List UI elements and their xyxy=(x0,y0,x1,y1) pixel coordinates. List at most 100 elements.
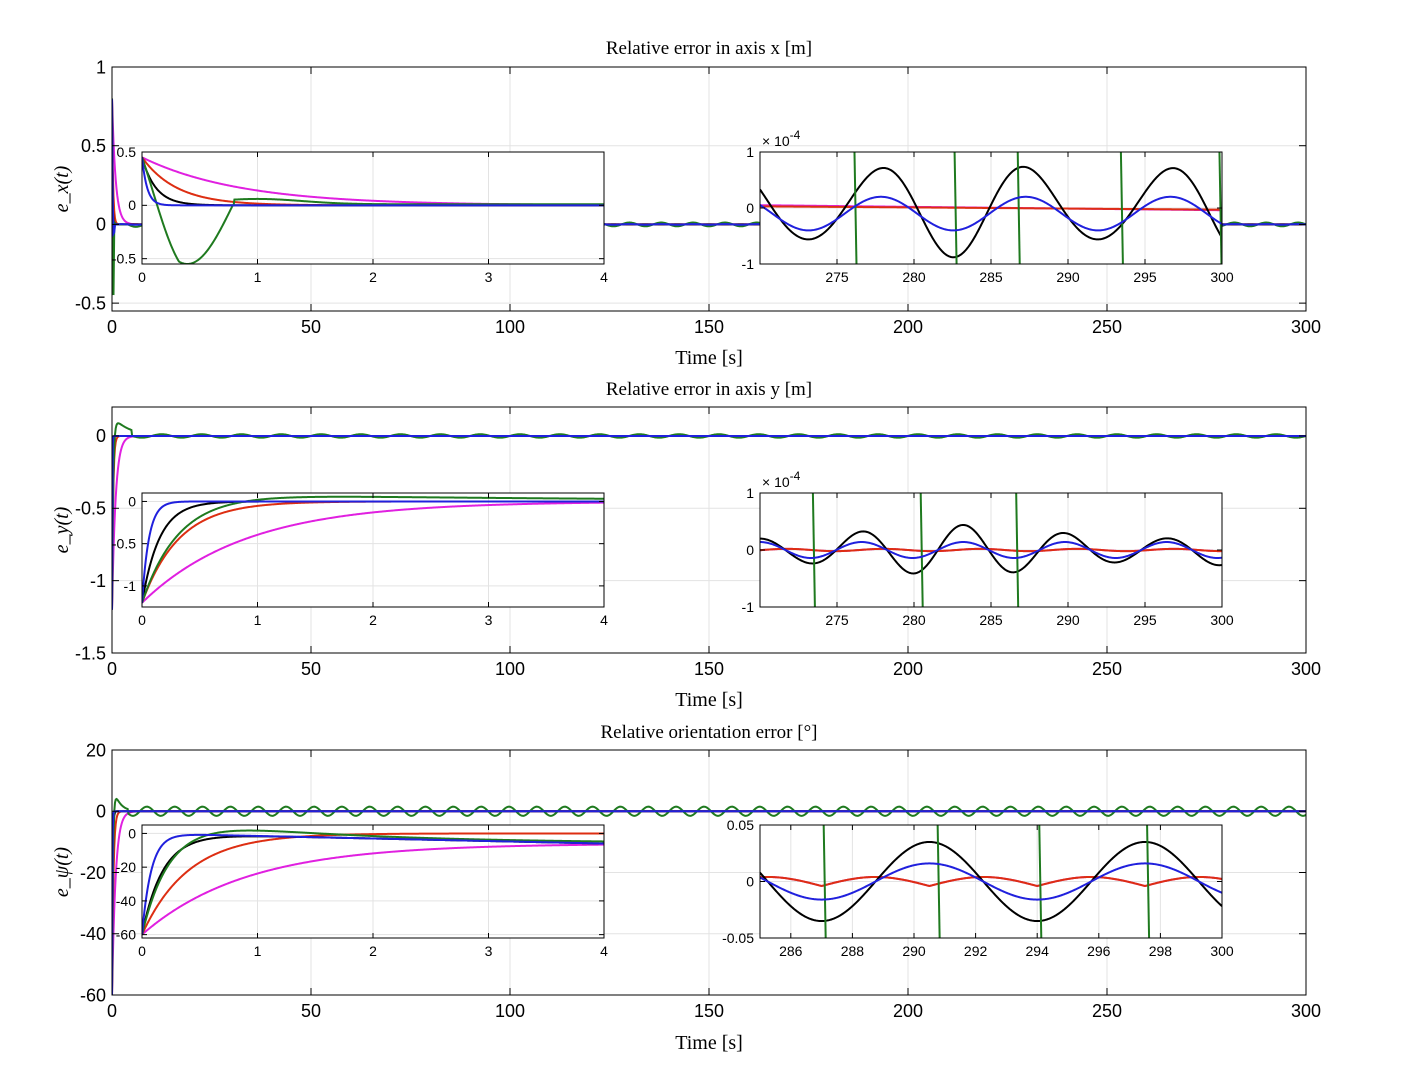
panel1-ytick-label: 1 xyxy=(96,57,106,77)
panel2-xtick-label: 100 xyxy=(495,659,525,679)
panel1-xtick-label: 0 xyxy=(107,317,117,337)
panel2-inset1-series-blue xyxy=(142,500,604,603)
panel2-inset1-ytick-label: 0 xyxy=(128,493,136,509)
scale-exponent: -4 xyxy=(790,128,801,142)
panel2-inset2-xtick-label: 290 xyxy=(1056,612,1080,628)
panel1-inset2-series-green xyxy=(1016,152,1021,264)
panel3-ytick-label: 0 xyxy=(96,802,106,822)
panel3-inset2-xtick-label: 298 xyxy=(1149,943,1173,959)
panel1-inset1-ytick-label: 0.5 xyxy=(117,144,137,160)
panel3-xtick-label: 150 xyxy=(694,1001,724,1021)
panel1-inset2-ytick-label: -1 xyxy=(742,256,755,272)
panel2-inset1-xtick-label: 0 xyxy=(138,612,146,628)
panel1-inset1-xtick-label: 0 xyxy=(138,269,146,285)
panel3-inset2-ytick-label: 0 xyxy=(746,873,754,889)
panel1-xlabel: Time [s] xyxy=(675,347,743,369)
panel1-inset2-ytick-label: 0 xyxy=(746,200,754,216)
panel3-xtick-label: 0 xyxy=(107,1001,117,1021)
panel1-ytick-label: 0 xyxy=(96,215,106,235)
panel1-inset2-series-red xyxy=(760,205,1222,211)
panel3-inset1: 0 1 2 3 4 0 -20 -40 -60 xyxy=(116,824,608,959)
panel1-inset2-xtick-label: 280 xyxy=(902,269,926,285)
panel1-inset2-xtick-label: 285 xyxy=(979,269,1003,285)
panel1-xtick-label: 150 xyxy=(694,317,724,337)
panel3-ylabel: e_ψ(t) xyxy=(51,847,73,898)
panel1-ytick-label: -0.5 xyxy=(75,293,106,313)
panel3-xtick-label: 250 xyxy=(1092,1001,1122,1021)
panel3-inset1-xtick-label: 3 xyxy=(485,943,493,959)
panel3-series-green xyxy=(112,797,1306,995)
panel2-xtick-label: 150 xyxy=(694,659,724,679)
panel3-inset1-series-blue xyxy=(142,833,604,935)
panel1-inset2-series-green xyxy=(953,152,958,264)
panel3-xtick-label: 100 xyxy=(495,1001,525,1021)
panel1-inset2-scale: × 10-4 xyxy=(762,128,801,149)
panel2-inset2-series-green xyxy=(811,493,816,607)
panel3-series-blue xyxy=(112,810,1306,995)
panel3-inset2-ytick-label: 0.05 xyxy=(727,817,754,833)
panel1-inset2-series-green xyxy=(853,152,858,264)
panel2-inset1-xtick-label: 2 xyxy=(369,612,377,628)
panel1-xtick-label: 300 xyxy=(1291,317,1321,337)
panel2-inset2-ytick-label: 1 xyxy=(746,485,754,501)
panel2-inset2: 275 280 285 290 295 300 1 0 -1 xyxy=(742,485,1234,628)
panel2-inset1: 0 1 2 3 4 0 -0.5 -1 xyxy=(112,492,608,628)
panel2-inset1-xtick-label: 3 xyxy=(485,612,493,628)
panel3-inset2-xtick-label: 290 xyxy=(902,943,926,959)
scale-exponent: -4 xyxy=(790,469,801,483)
panel3-inset2-series-green xyxy=(936,825,941,938)
panel3-inset2-xtick-label: 288 xyxy=(841,943,865,959)
panel1-xtick-label: 200 xyxy=(893,317,923,337)
panel2-inset2-xtick-label: 285 xyxy=(979,612,1003,628)
panel3-inset2: 286 288 290 292 294 296 298 300 0.05 0 -0.05 xyxy=(722,817,1234,959)
scale-base: × 10 xyxy=(762,474,790,490)
panel3-inset2-series-green xyxy=(1146,825,1151,938)
panel3-ytick-label: -60 xyxy=(80,985,106,1005)
panel1-xtick-label: 50 xyxy=(301,317,321,337)
panel3-inset2-series-red xyxy=(760,875,1222,888)
panel3-title: Relative orientation error [°] xyxy=(600,722,817,743)
panel3-inset1-xtick-label: 2 xyxy=(369,943,377,959)
panel2-inset1-series-magenta xyxy=(142,501,604,604)
panel2-xtick-label: 300 xyxy=(1291,659,1321,679)
panel2-inset2-series-green xyxy=(919,493,924,607)
panel2-inset2-xtick-label: 300 xyxy=(1210,612,1234,628)
panel2-xtick-label: 0 xyxy=(107,659,117,679)
panel1-inset1-xtick-label: 1 xyxy=(254,269,262,285)
panel2-inset1-xtick-label: 1 xyxy=(254,612,262,628)
panel3-inset2-ytick-label: -0.05 xyxy=(722,930,754,946)
panel3-inset1-xtick-label: 1 xyxy=(254,943,262,959)
panel1-inset1-xtick-label: 4 xyxy=(600,269,608,285)
panel1-inset1-ytick-label: 0 xyxy=(128,197,136,213)
panel1-inset1: 0 1 2 3 40.50-0.5 xyxy=(112,144,608,285)
panel1-inset1-xtick-label: 2 xyxy=(369,269,377,285)
panel2-inset2-series-red xyxy=(760,547,1222,553)
panel2-inset2-series-green xyxy=(1015,493,1020,607)
panel2-inset2-xtick-label: 280 xyxy=(902,612,926,628)
panel2-xtick-label: 50 xyxy=(301,659,321,679)
panel3-inset1-xtick-label: 4 xyxy=(600,943,608,959)
panel3-xtick-label: 300 xyxy=(1291,1001,1321,1021)
panel1-inset2: 275 280 285 290 295 300 1 0 -1 xyxy=(742,144,1234,285)
panel2-ytick-label: -1 xyxy=(90,571,106,591)
panel2-series-blue xyxy=(112,434,1306,610)
panel3-inset1-series-magenta xyxy=(142,843,604,936)
panel2-title: Relative error in axis y [m] xyxy=(606,379,812,400)
panel3-inset2-series-blue xyxy=(760,862,1222,901)
panel1-inset1-series-blue xyxy=(142,157,604,207)
panel3-inset2-xtick-label: 300 xyxy=(1210,943,1234,959)
panel3-xtick-label: 200 xyxy=(893,1001,923,1021)
panel1-inset1-xtick-label: 3 xyxy=(485,269,493,285)
panel2-inset2-ytick-label: -1 xyxy=(742,599,755,615)
panel2-xtick-label: 200 xyxy=(893,659,923,679)
panel1-inset2-xtick-label: 290 xyxy=(1056,269,1080,285)
panel2-inset1-ytick-label: -0.5 xyxy=(112,536,136,552)
panel2-inset2-xtick-label: 275 xyxy=(825,612,849,628)
panel3-inset2-xtick-label: 292 xyxy=(964,943,988,959)
panel2-inset1-xtick-label: 4 xyxy=(600,612,608,628)
panel1-ytick-label: 0.5 xyxy=(81,136,106,156)
scale-base: × 10 xyxy=(762,133,790,149)
panel3-inset2-xtick-label: 296 xyxy=(1087,943,1111,959)
panel3-inset2-xtick-label: 286 xyxy=(779,943,803,959)
